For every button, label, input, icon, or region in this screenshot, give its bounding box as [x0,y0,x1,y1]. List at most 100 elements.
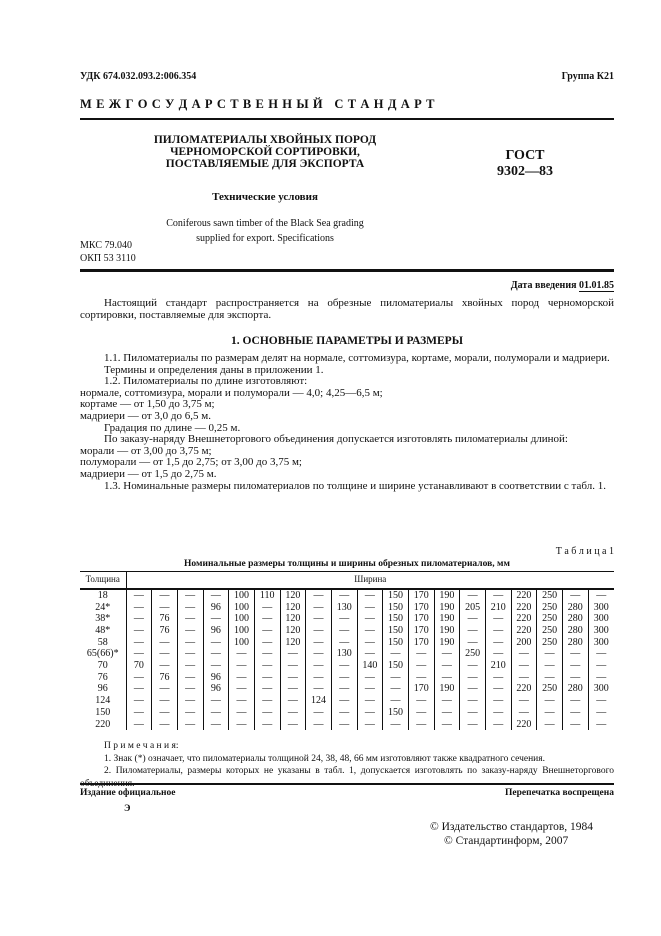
thickness-cell: 18 [97,589,108,601]
width-cell: — [356,636,383,649]
width-cell: — [305,671,332,684]
width-cell: 120 [279,601,306,614]
width-cell: — [484,648,512,661]
width-cell: 150 [382,706,409,719]
title-line: ПОСТАВЛЯЕМЫЕ ДЛЯ ЭКСПОРТА [165,158,365,170]
width-cell: 280 [561,624,589,637]
table-row: 38* —76— —100—120— — —150 170 190— —220 250 280 30… [80,613,614,625]
width-cell: — [587,718,614,731]
width-cell: — [279,695,306,707]
width-cell: 190 [433,636,460,649]
thickness-cell: 124 [95,695,111,707]
width-cell: 140 [356,660,383,672]
width-cell: — [176,648,204,661]
width-cell: 150 [382,613,409,625]
mks-code: МКС 79.040 [80,240,132,251]
group-code: Группа К21 [561,71,614,82]
width-cell: — [279,718,306,731]
width-cell: — [356,671,383,684]
divider [80,118,614,120]
width-cell: — [279,660,306,672]
width-cell: 130 [330,648,358,661]
width-cell: — [484,706,512,719]
width-cell: 280 [561,601,589,614]
okp-code: ОКП 53 3110 [80,252,136,264]
reprint-prohibited: Перепечатка воспрещена [504,788,614,798]
width-cell: — [587,660,614,672]
length-item: мадриери — от 3,0 до 6,5 м. [80,409,211,422]
width-cell: — [176,601,204,614]
thickness-cell: 220 [95,718,111,730]
width-cell: — [536,695,563,707]
width-cell: 250 [536,624,563,637]
width-cell: 76 [151,613,178,625]
paragraph-order: По заказу-наряду Внешнеторгового объедин… [104,433,568,446]
width-cell: 300 [587,636,614,649]
paragraph-1-1: 1.1. Пиломатериалы по размерам делят на … [104,352,610,364]
width-cell: — [356,601,383,614]
width-cell: — [151,660,178,672]
width-cell: — [253,718,281,731]
table-row: 124— — — — — — —124— — — — — — — — — — — [80,695,614,707]
width-cell: — [279,683,306,696]
length-item: полуморали — от 1,5 до 2,75; от 3,00 до … [80,456,302,469]
width-cell: 124 [305,695,332,707]
width-cell: — [382,718,409,731]
width-cell: — [484,695,512,707]
title-line: ПИЛОМАТЕРИАЛЫ ХВОЙНЫХ ПОРОД [153,134,377,146]
width-cell: 150 [382,601,409,614]
width-cell: — [407,706,435,719]
width-cell: — [356,588,383,602]
width-cell: — [125,718,152,731]
width-cell: — [305,613,332,625]
thickness-cell: 38* [95,613,111,625]
width-cell: 300 [587,624,614,637]
width-cell: 100 [228,624,255,637]
width-cell: — [151,588,178,602]
width-cell: — [407,718,435,731]
gost-number: ГОСТ 9302—83 [480,148,570,180]
width-cell: — [253,660,281,672]
width-cell: 300 [587,683,614,696]
thickness-cell: 96 [97,683,108,695]
width-cell: — [510,695,537,707]
column-header-thickness: Толщина [85,573,120,584]
width-cell: — [536,660,563,672]
width-cell: — [125,588,152,602]
thickness-cell: 65(66)* [86,648,119,660]
thickness-cell: 70 [97,660,108,672]
width-cell: — [433,660,460,672]
length-item: мадриери — от 1,5 до 2,75 м. [80,467,217,480]
width-cell: 96 [202,624,229,637]
subtitle: Технические условия [212,191,318,203]
width-cell: — [561,706,589,719]
width-cell: — [125,613,152,625]
thickness-cell: 76 [97,671,108,683]
title-line: ЧЕРНОМОРСКОЙ СОРТИРОВКИ, [170,146,360,158]
length-item: кортаме — от 1,50 до 3,75 м; [80,398,215,411]
width-cell: — [433,695,460,707]
width-cell: — [125,624,152,637]
classification-codes: МКС 79.040 ОКП 53 3110 [80,240,136,265]
width-cell: — [330,683,358,696]
width-cell: — [305,624,332,637]
width-cell: 110 [253,588,281,602]
width-cell: 170 [407,636,435,649]
interstate-standard-heading: М Е Ж Г О С У Д А Р С Т В Е Н Н Ы Й С Т … [80,97,436,111]
width-cell: — [459,695,486,707]
width-cell: 100 [228,588,255,602]
width-cell: 220 [510,718,537,731]
width-cell: — [305,636,332,649]
width-cell: — [228,660,255,672]
table-row: 65(66)* — — — — — — — —130— — — —250— — — — — [80,648,614,661]
width-cell: — [151,601,178,614]
width-cell: — [587,695,614,707]
width-cell: — [176,706,204,719]
width-cell: — [561,695,589,707]
width-cell: — [330,588,358,602]
table-row: 48* —76—96 100—120— — —150 170 190— —220 250 280 3… [80,624,614,637]
english-title-line: supplied for export. Specifications [196,233,334,244]
width-cell: — [253,624,281,637]
paragraph-1-2: 1.2. Пиломатериалы по длине изготовляют: [104,375,308,388]
width-cell: — [125,706,152,719]
